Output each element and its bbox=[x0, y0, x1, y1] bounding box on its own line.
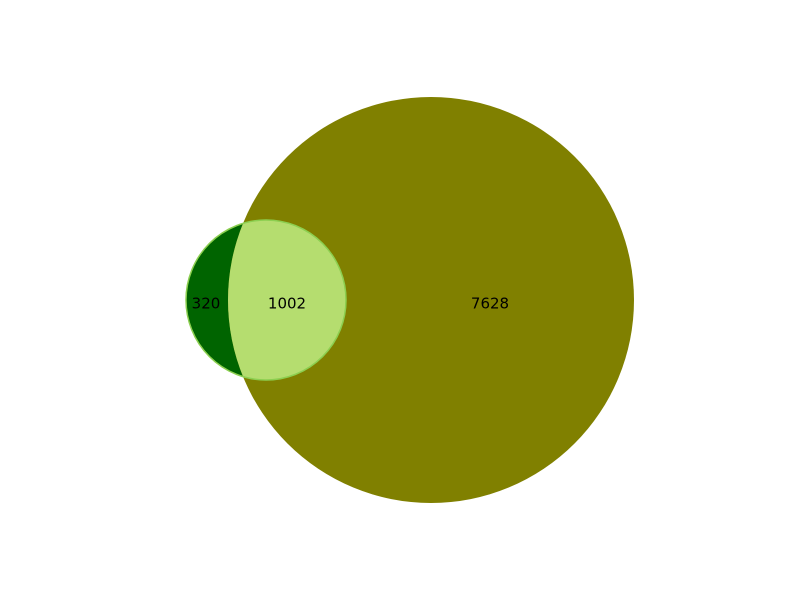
only-a-count: 320 bbox=[192, 295, 221, 313]
set-b-circle bbox=[228, 97, 634, 503]
only-b-count: 7628 bbox=[471, 295, 509, 313]
set-a-overlap-outline bbox=[185, 219, 347, 381]
overlap-count: 1002 bbox=[268, 295, 306, 313]
